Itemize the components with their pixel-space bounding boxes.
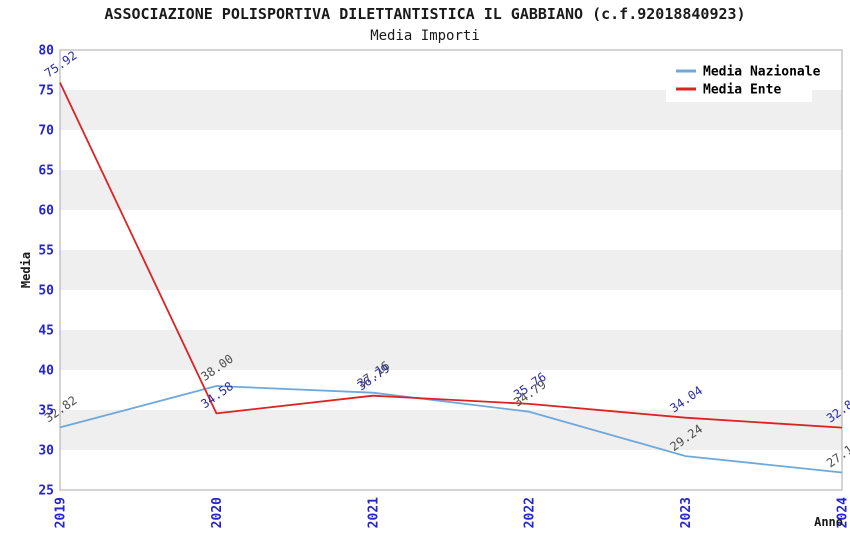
series-line-media-nazionale — [59, 385, 843, 474]
y-tick-label: 50 — [38, 284, 54, 299]
legend-box — [666, 57, 812, 102]
x-tick-label: 2022 — [523, 497, 538, 528]
grid-band — [60, 250, 842, 290]
x-tick-label: 2024 — [836, 497, 850, 528]
grid-band — [60, 170, 842, 210]
y-tick-label: 45 — [38, 324, 54, 339]
plot-border — [59, 49, 843, 491]
y-tick-label: 60 — [38, 204, 54, 219]
y-tick-label: 35 — [38, 404, 54, 419]
y-tick-label: 80 — [38, 44, 54, 59]
legend: Media Nazionale Media Ente — [666, 57, 821, 102]
y-tick-label: 30 — [38, 444, 54, 459]
y-tick-label: 55 — [38, 244, 54, 259]
y-tick-label: 65 — [38, 164, 54, 179]
chart-subtitle: Media Importi — [370, 28, 480, 44]
y-tick-label: 75 — [38, 84, 54, 99]
x-tick-label: 2019 — [54, 497, 69, 528]
series-lines — [59, 82, 843, 474]
x-axis-ticks: 2019 2020 2021 2022 2023 2024 — [54, 497, 850, 528]
grid-band — [60, 330, 842, 370]
x-tick-label: 2021 — [366, 497, 381, 528]
y-axis-ticks: 25 30 35 40 45 50 55 60 65 70 75 80 — [38, 44, 54, 499]
data-point-label: 34.58 — [198, 379, 236, 411]
y-axis-title: Media — [19, 252, 33, 288]
grid-band — [60, 410, 842, 450]
series-line-media-ente — [59, 82, 843, 429]
y-tick-label: 70 — [38, 124, 54, 139]
x-axis-title: Anno — [814, 515, 843, 529]
legend-label: Media Nazionale — [703, 65, 821, 80]
y-tick-label: 40 — [38, 364, 54, 379]
y-tick-label: 25 — [38, 484, 54, 499]
x-tick-label: 2020 — [210, 497, 225, 528]
legend-label: Media Ente — [703, 83, 781, 98]
grid-bands — [60, 90, 842, 450]
x-tick-label: 2023 — [679, 497, 694, 528]
data-point-label: 32.80 — [824, 393, 850, 425]
chart-title: ASSOCIAZIONE POLISPORTIVA DILETTANTISTIC… — [104, 5, 745, 23]
